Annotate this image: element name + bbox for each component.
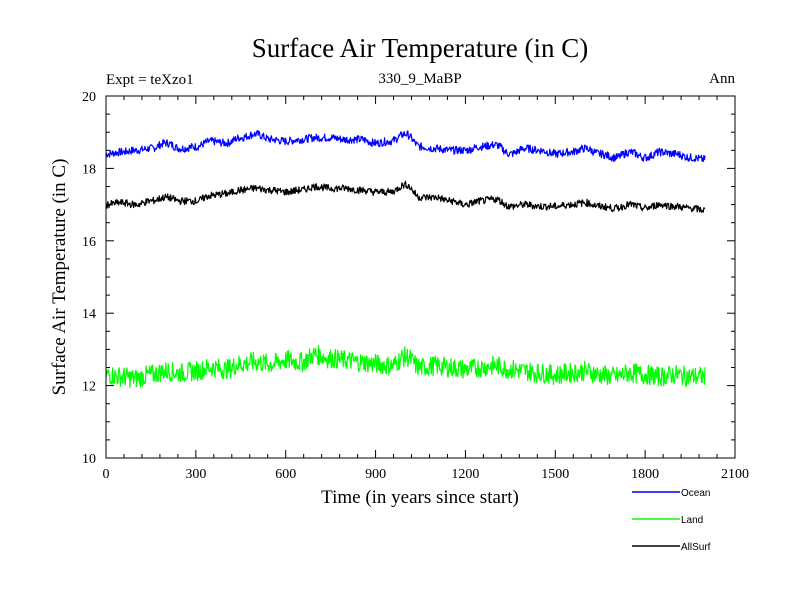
y-tick-label: 18 (82, 162, 96, 177)
legend-label-allsurf: AllSurf (681, 542, 711, 553)
series-line-ocean (105, 130, 706, 163)
series-line-land (105, 344, 706, 388)
x-tick-label: 300 (185, 467, 206, 482)
season-label: Ann (709, 71, 735, 87)
y-axis-label: Surface Air Temperature (in C) (49, 159, 70, 396)
x-tick-label: 600 (275, 467, 296, 482)
x-axis-label: Time (in years since start) (321, 487, 519, 508)
x-tick-label: 1500 (541, 467, 569, 482)
y-tick-label: 16 (82, 235, 96, 250)
chart-subtitle: 330_9_MaBP (378, 71, 461, 87)
series-line-allsurf (105, 180, 706, 213)
axes: 0 300 600 900 1200 1500 1800 2100 10 12 14 16 18 20 (82, 90, 749, 482)
y-tick-label: 12 (82, 380, 96, 395)
legend: Ocean Land AllSurf (632, 488, 711, 553)
plot-area (105, 130, 706, 388)
x-tick-label: 1200 (451, 467, 479, 482)
legend-label-ocean: Ocean (681, 488, 710, 499)
y-tick-label: 10 (82, 452, 96, 467)
x-tick-label: 2100 (721, 467, 749, 482)
legend-label-land: Land (681, 515, 703, 526)
y-tick-label: 14 (82, 307, 96, 322)
experiment-label: Expt = teXzo1 (106, 72, 194, 88)
chart-title: Surface Air Temperature (in C) (252, 33, 589, 63)
x-tick-label: 900 (365, 467, 386, 482)
x-tick-label: 0 (103, 467, 110, 482)
y-tick-label: 20 (82, 90, 96, 105)
x-tick-label: 1800 (631, 467, 659, 482)
